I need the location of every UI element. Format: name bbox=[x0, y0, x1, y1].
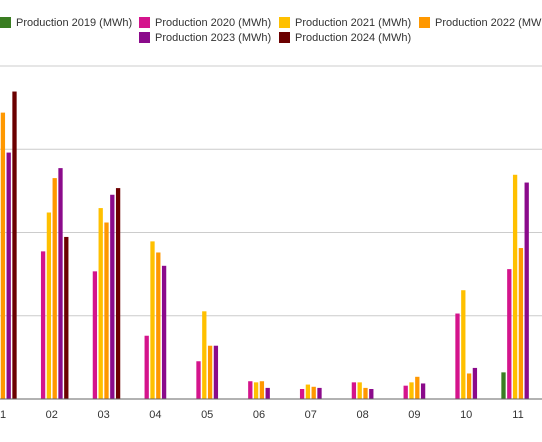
bar-01-series-3 bbox=[0, 112, 6, 400]
legend-swatch-2 bbox=[279, 17, 290, 28]
legend-label-5: Production 2024 (MWh) bbox=[295, 32, 411, 44]
bar-03-series-2 bbox=[98, 208, 103, 399]
legend-item-5[interactable]: Production 2024 (MWh) bbox=[279, 32, 411, 44]
x-tick-label-07: 07 bbox=[305, 409, 317, 421]
bar-05-series-2 bbox=[202, 311, 207, 399]
x-tick-label-03: 03 bbox=[97, 409, 109, 421]
bar-06-series-1 bbox=[248, 381, 253, 399]
bar-10-series-4 bbox=[472, 367, 478, 399]
bar-08-series-2 bbox=[357, 382, 362, 399]
bar-09-series-4 bbox=[420, 383, 426, 399]
bar-02-series-5 bbox=[64, 236, 69, 399]
legend[interactable]: Production 2019 (MWh) Production 2020 (MW… bbox=[0, 17, 542, 44]
x-tick-label-06: 06 bbox=[253, 409, 265, 421]
bar-08-series-4 bbox=[369, 389, 374, 399]
bar-06-series-3 bbox=[259, 381, 265, 399]
bar-07-series-2 bbox=[305, 384, 311, 399]
legend-label-3: Production 2022 (MWh) bbox=[435, 17, 542, 29]
bar-11-series-3 bbox=[518, 248, 524, 399]
x-tick-label-02: 02 bbox=[46, 409, 58, 421]
bar-08-series-3 bbox=[363, 387, 368, 399]
legend-swatch-1 bbox=[139, 17, 150, 28]
x-tick-label-01: 01 bbox=[0, 409, 6, 421]
bar-11-series-1 bbox=[507, 269, 512, 399]
legend-swatch-5 bbox=[279, 32, 290, 43]
bar-02-series-4 bbox=[58, 168, 63, 399]
x-tick-label-10: 10 bbox=[460, 409, 472, 421]
bar-08-series-1 bbox=[351, 382, 357, 399]
bar-10-series-3 bbox=[466, 373, 472, 399]
x-tick-label-11: 11 bbox=[512, 409, 523, 421]
bar-03-series-3 bbox=[104, 222, 109, 399]
bar-11-series-0 bbox=[501, 372, 506, 399]
legend-item-2[interactable]: Production 2021 (MWh) bbox=[279, 17, 411, 29]
bar-07-series-4 bbox=[317, 387, 322, 399]
legend-label-1: Production 2020 (MWh) bbox=[155, 17, 271, 29]
bar-09-series-3 bbox=[415, 376, 420, 399]
bar-03-series-4 bbox=[110, 194, 115, 399]
bars bbox=[0, 91, 529, 400]
bar-02-series-1 bbox=[40, 251, 46, 399]
bar-06-series-2 bbox=[253, 382, 259, 399]
bar-02-series-3 bbox=[52, 178, 57, 399]
bar-11-series-2 bbox=[512, 174, 518, 399]
legend-label-2: Production 2021 (MWh) bbox=[295, 17, 411, 29]
legend-swatch-0 bbox=[0, 17, 11, 28]
bar-04-series-3 bbox=[156, 252, 161, 399]
bar-07-series-1 bbox=[299, 389, 305, 399]
bar-01-series-4 bbox=[6, 152, 11, 399]
legend-item-0[interactable]: Production 2019 (MWh) bbox=[0, 17, 132, 29]
x-tick-label-09: 09 bbox=[408, 409, 420, 421]
bar-06-series-4 bbox=[265, 387, 270, 399]
bar-09-series-2 bbox=[409, 382, 414, 399]
bar-03-series-5 bbox=[115, 188, 121, 399]
legend-swatch-4 bbox=[139, 32, 150, 43]
bar-04-series-1 bbox=[144, 335, 149, 399]
bar-07-series-3 bbox=[311, 386, 316, 399]
x-tick-label-05: 05 bbox=[201, 409, 213, 421]
bar-05-series-1 bbox=[196, 361, 201, 399]
x-tick-label-08: 08 bbox=[356, 409, 368, 421]
legend-item-3[interactable]: Production 2022 (MWh) bbox=[419, 17, 542, 29]
bar-04-series-2 bbox=[150, 241, 155, 399]
bar-09-series-1 bbox=[403, 385, 408, 399]
bar-01-series-5 bbox=[12, 91, 17, 399]
bar-05-series-3 bbox=[207, 345, 213, 399]
x-tick-label-04: 04 bbox=[149, 409, 161, 421]
gridlines bbox=[0, 65, 542, 317]
bar-04-series-4 bbox=[161, 265, 167, 399]
legend-swatch-3 bbox=[419, 17, 430, 28]
bar-11-series-4 bbox=[524, 182, 529, 399]
legend-item-4[interactable]: Production 2023 (MWh) bbox=[139, 32, 271, 44]
bar-03-series-1 bbox=[92, 271, 98, 399]
bar-10-series-2 bbox=[461, 290, 466, 399]
x-tick-labels: 01 02 03 04 05 06 07 08 09 10 11 bbox=[0, 409, 524, 421]
bar-02-series-2 bbox=[46, 212, 52, 399]
legend-item-1[interactable]: Production 2020 (MWh) bbox=[139, 17, 271, 29]
bar-10-series-1 bbox=[455, 313, 460, 399]
bar-05-series-4 bbox=[213, 345, 219, 399]
legend-label-0: Production 2019 (MWh) bbox=[16, 17, 132, 29]
legend-label-4: Production 2023 (MWh) bbox=[155, 32, 271, 44]
